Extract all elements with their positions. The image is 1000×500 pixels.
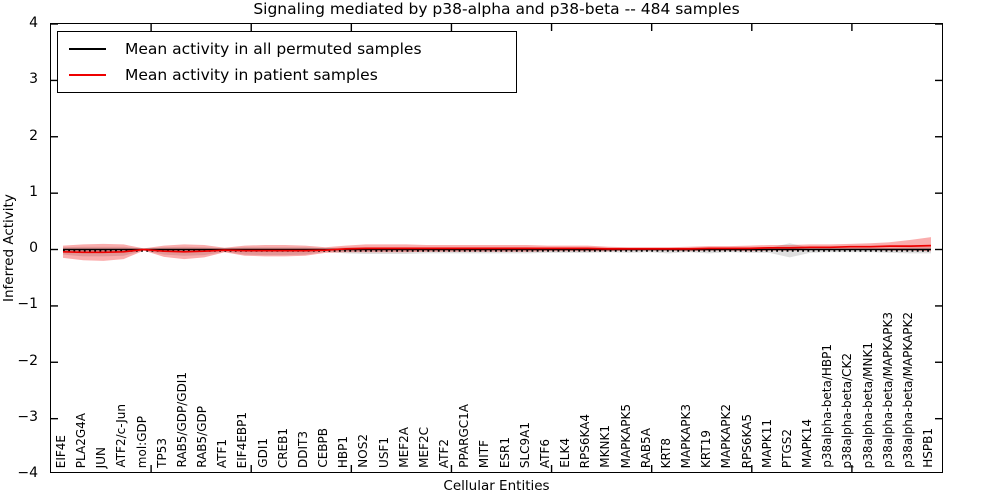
legend-line-sample-permuted [69,48,106,50]
y-tick-label: −1 [17,296,38,313]
legend-entry-patient: Mean activity in patient samples [58,66,516,84]
y-tick-label: 1 [29,183,38,200]
legend-label-permuted: Mean activity in all permuted samples [125,40,422,58]
x-axis-label: Cellular Entities [443,478,550,494]
confidence-band [63,243,931,258]
legend: Mean activity in all permuted samples Me… [57,31,517,93]
plot-area [50,23,943,473]
y-tick-label: −4 [17,465,38,481]
legend-line-sample-patient [69,74,106,76]
legend-entry-permuted: Mean activity in all permuted samples [58,40,516,58]
y-tick-label: 0 [29,240,38,256]
y-tick-label: 2 [29,127,38,144]
chart-title: Signaling mediated by p38-alpha and p38-… [253,0,740,18]
legend-label-patient: Mean activity in patient samples [125,66,378,84]
y-axis-tick-labels: 4 3 2 1 0 −1 −2 −3 −4 [0,16,44,480]
y-tick-label: −3 [17,408,38,425]
y-tick-label: −2 [17,352,38,369]
series-line [62,244,932,254]
y-tick-label: 4 [29,15,38,31]
y-tick-label: 3 [29,71,38,88]
chart-canvas [51,24,942,472]
